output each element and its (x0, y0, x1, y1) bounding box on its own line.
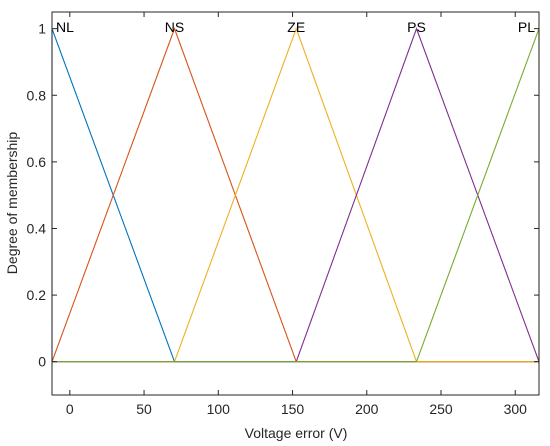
y-tick-label: 0.8 (27, 87, 47, 103)
series-label-nl: NL (56, 19, 74, 35)
series-label-ns: NS (165, 19, 184, 35)
y-tick-label: 0 (38, 354, 46, 370)
series-label-ze: ZE (287, 19, 305, 35)
x-axis-label: Voltage error (V) (245, 425, 348, 441)
x-tick-label: 0 (66, 401, 74, 417)
axes-frame (51, 11, 540, 396)
y-tick-label: 0.2 (27, 287, 47, 303)
y-axis-label: Degree of membership (4, 132, 20, 275)
x-tick-label: 200 (355, 401, 379, 417)
series-label-ps: PS (407, 19, 426, 35)
x-tick-label: 150 (281, 401, 305, 417)
series-layer (51, 27, 540, 363)
x-tick-label: 50 (136, 401, 152, 417)
x-tick-label: 100 (207, 401, 231, 417)
x-tick-label: 250 (429, 401, 453, 417)
y-tick-label: 0.6 (27, 154, 47, 170)
plot-background (52, 12, 539, 395)
membership-labels: NL NS ZE PS PL (56, 19, 535, 35)
axes: 0 50 100 150 200 250 300 0 0.2 0.4 0.6 0.8 1 (27, 11, 540, 417)
y-tick-label: 1 (38, 21, 46, 37)
series-label-pl: PL (518, 19, 535, 35)
x-tick-label: 300 (504, 401, 528, 417)
plot-area (52, 12, 539, 395)
y-tick-label: 0.4 (27, 220, 47, 236)
